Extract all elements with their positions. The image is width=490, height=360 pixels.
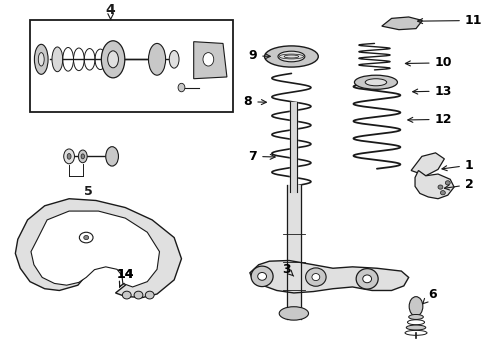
Ellipse shape	[101, 41, 125, 78]
Bar	[30, 21, 233, 112]
Ellipse shape	[409, 297, 423, 316]
Ellipse shape	[64, 149, 74, 164]
Ellipse shape	[258, 273, 267, 280]
Ellipse shape	[108, 51, 119, 68]
Ellipse shape	[146, 291, 154, 299]
Ellipse shape	[409, 315, 423, 319]
Polygon shape	[415, 171, 454, 199]
Ellipse shape	[79, 232, 93, 243]
Ellipse shape	[406, 325, 426, 330]
Text: 13: 13	[413, 85, 452, 98]
Ellipse shape	[178, 83, 185, 92]
Text: 14: 14	[117, 268, 134, 287]
Ellipse shape	[169, 50, 179, 68]
Text: 7: 7	[248, 150, 275, 163]
Ellipse shape	[67, 154, 71, 159]
Text: 6: 6	[423, 288, 437, 304]
Ellipse shape	[354, 75, 397, 89]
Text: 12: 12	[408, 113, 452, 126]
Ellipse shape	[445, 181, 450, 185]
Text: 8: 8	[244, 95, 267, 108]
Polygon shape	[250, 261, 409, 293]
Ellipse shape	[306, 268, 326, 286]
Ellipse shape	[265, 46, 318, 67]
Text: 14: 14	[117, 268, 134, 287]
Text: 2: 2	[444, 178, 474, 191]
Ellipse shape	[148, 44, 166, 75]
Ellipse shape	[365, 79, 387, 86]
Ellipse shape	[279, 307, 309, 320]
Polygon shape	[15, 199, 181, 298]
Ellipse shape	[134, 291, 143, 299]
Polygon shape	[411, 153, 444, 176]
Text: 4: 4	[106, 3, 116, 17]
Text: 9: 9	[248, 49, 270, 62]
Text: 5: 5	[84, 185, 93, 198]
Ellipse shape	[203, 53, 214, 66]
Ellipse shape	[312, 274, 320, 280]
Ellipse shape	[52, 47, 63, 72]
Ellipse shape	[78, 150, 87, 163]
Ellipse shape	[356, 269, 378, 289]
Ellipse shape	[34, 44, 48, 74]
Ellipse shape	[122, 291, 131, 299]
Ellipse shape	[106, 147, 119, 166]
Polygon shape	[31, 211, 159, 287]
Ellipse shape	[438, 185, 443, 189]
Ellipse shape	[38, 53, 44, 66]
Ellipse shape	[84, 235, 89, 240]
Ellipse shape	[441, 190, 445, 195]
Ellipse shape	[278, 51, 305, 62]
Text: 10: 10	[405, 57, 452, 69]
Text: 11: 11	[417, 14, 482, 27]
Ellipse shape	[81, 154, 84, 159]
Text: 3: 3	[282, 263, 294, 276]
Ellipse shape	[251, 266, 273, 287]
Polygon shape	[382, 17, 422, 30]
Text: 1: 1	[442, 159, 474, 172]
Polygon shape	[194, 42, 227, 79]
Ellipse shape	[363, 275, 371, 283]
